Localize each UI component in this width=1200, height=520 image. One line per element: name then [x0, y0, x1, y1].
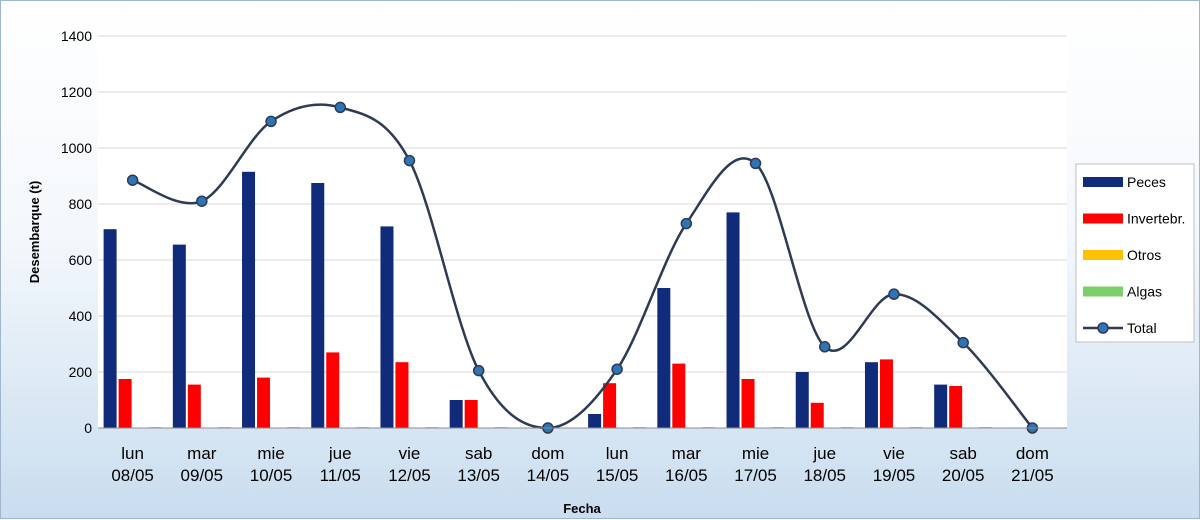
x-tick-date: 16/05	[665, 466, 708, 485]
bar-invertebr	[326, 352, 340, 428]
total-marker	[749, 157, 762, 170]
legend-swatch-algas	[1083, 286, 1123, 297]
x-tick-day: sab	[949, 444, 976, 463]
legend-label-invertebr: Invertebr.	[1127, 211, 1185, 227]
total-marker	[265, 115, 277, 128]
x-tick-date: 12/05	[388, 466, 431, 485]
y-tick-label: 1400	[61, 28, 92, 44]
total-marker	[126, 174, 139, 186]
y-tick-label: 800	[69, 196, 93, 212]
bar-peces	[864, 362, 878, 428]
x-tick-day: lun	[121, 444, 144, 463]
total-marker	[196, 195, 208, 207]
total-marker	[472, 364, 485, 377]
x-tick-day: sab	[465, 444, 492, 463]
bar-peces	[657, 288, 671, 428]
legend-swatch-invertebr	[1083, 213, 1123, 224]
legend-swatch-otros	[1083, 250, 1123, 260]
x-axis-ticks: lun 08/05 mar 09/05 mie 10/05 jue 11/05 vie 12/05…	[111, 444, 1053, 485]
x-tick-date: 17/05	[734, 466, 777, 485]
total-marker	[957, 336, 969, 349]
x-tick-day: jue	[328, 444, 352, 463]
gridlines	[98, 35, 1067, 373]
x-tick-date: 09/05	[181, 466, 224, 485]
x-tick-day: dom	[1016, 444, 1049, 463]
x-tick-date: 20/05	[942, 466, 985, 485]
total-line-path	[132, 103, 1034, 430]
x-tick-date: 15/05	[596, 466, 639, 485]
x-tick-day: dom	[531, 444, 564, 463]
bar-invertebr	[257, 377, 271, 428]
x-tick-day: mar	[672, 444, 702, 463]
bar-peces	[449, 400, 463, 428]
total-marker	[334, 101, 346, 114]
legend-marker-total	[1097, 322, 1109, 334]
x-tick-date: 18/05	[803, 466, 846, 485]
bar-invertebr	[603, 383, 617, 428]
x-tick-day: vie	[399, 444, 421, 463]
y-tick-label: 200	[69, 364, 93, 380]
y-tick-label: 400	[69, 308, 93, 324]
total-marker	[611, 363, 623, 375]
x-tick-day: mie	[257, 444, 284, 463]
x-tick-date: 14/05	[527, 466, 570, 485]
total-marker	[403, 154, 416, 167]
x-tick-day: vie	[883, 444, 905, 463]
legend-label-peces: Peces	[1127, 174, 1166, 190]
bar-peces	[380, 226, 394, 428]
bar-peces	[795, 372, 809, 428]
y-tick-label: 1000	[61, 140, 92, 156]
y-axis-ticks: 0 200 400 600 800 1000 1200 1400	[61, 28, 92, 436]
x-axis-title: Fecha	[563, 501, 601, 516]
plot-area	[98, 36, 1067, 428]
x-tick-date: 10/05	[250, 466, 293, 485]
bar-invertebr	[464, 400, 478, 428]
legend-label-otros: Otros	[1127, 247, 1161, 263]
legend-label-total: Total	[1127, 320, 1157, 336]
legend: Peces Invertebr. Otros Algas Total	[1075, 163, 1195, 343]
bar-invertebr	[879, 359, 893, 428]
x-tick-date: 21/05	[1011, 466, 1054, 485]
bar-peces	[588, 414, 602, 428]
total-marker	[888, 288, 900, 300]
total-line	[126, 101, 1039, 434]
x-tick-day: mie	[742, 444, 769, 463]
y-tick-label: 1200	[61, 84, 92, 100]
bar-peces	[934, 384, 948, 428]
total-marker	[680, 217, 693, 230]
bar-invertebr	[118, 379, 132, 428]
y-axis-title: Desembarque (t)	[27, 181, 42, 284]
x-tick-date: 19/05	[873, 466, 916, 485]
y-tick-label: 600	[69, 252, 93, 268]
bar-invertebr	[741, 379, 755, 428]
bar-invertebr	[672, 363, 686, 428]
x-tick-date: 11/05	[320, 466, 361, 485]
x-tick-day: jue	[812, 444, 836, 463]
x-tick-day: lun	[606, 444, 629, 463]
legend-label-algas: Algas	[1127, 284, 1162, 300]
x-tick-date: 13/05	[457, 466, 500, 485]
y-tick-label: 0	[84, 420, 92, 436]
legend-swatch-peces	[1083, 177, 1123, 187]
bar-peces	[311, 183, 325, 428]
bar-invertebr	[187, 384, 201, 428]
bar-peces	[172, 244, 186, 428]
bar-peces	[242, 171, 256, 429]
bar-invertebr	[949, 386, 963, 428]
x-tick-day: mar	[187, 444, 217, 463]
bar-peces	[103, 229, 117, 428]
x-tick-date: 08/05	[111, 466, 154, 485]
bar-invertebr	[810, 402, 824, 428]
bar-invertebr	[395, 362, 409, 428]
bar-peces	[726, 212, 740, 428]
total-marker	[819, 341, 831, 353]
bars	[103, 171, 993, 429]
